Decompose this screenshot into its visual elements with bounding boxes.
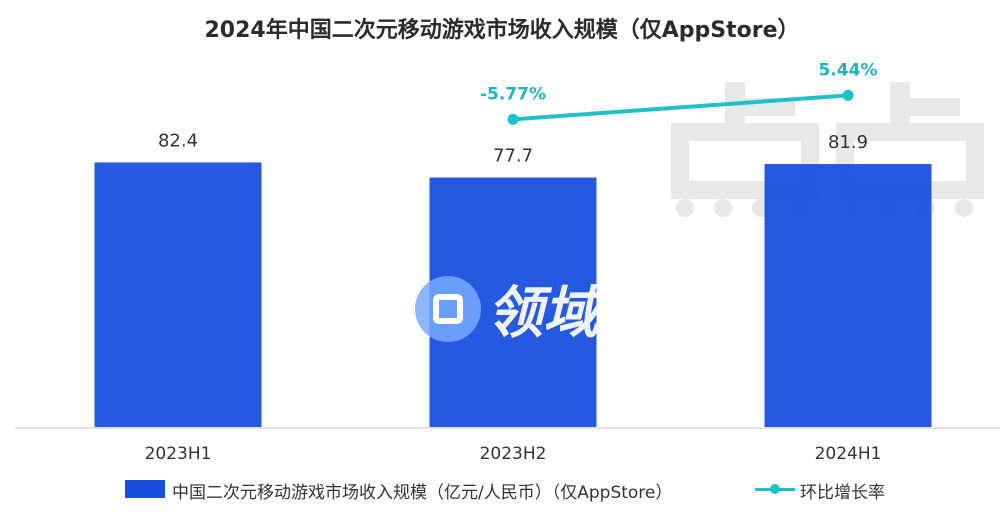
growth-value-label: 5.44% [819, 60, 878, 80]
legend-line-marker [770, 484, 780, 494]
x-tick-label: 2023H2 [480, 444, 547, 464]
legend-bar-label: 中国二次元移动游戏市场收入规模（亿元/人民币）（仅AppStore） [172, 483, 673, 503]
watermark-dot [714, 199, 732, 217]
legend-line-label: 环比增长率 [800, 483, 885, 503]
watermark-dot [676, 199, 694, 217]
x-tick-label: 2023H1 [145, 444, 212, 464]
legend-bar-swatch [125, 480, 165, 498]
chart-title: 2024年中国二次元移动游戏市场收入规模（仅AppStore） [204, 18, 800, 43]
bar-value-label: 77.7 [493, 146, 533, 167]
bar [94, 162, 262, 427]
x-tick-label: 2024H1 [815, 444, 882, 464]
growth-point [842, 89, 854, 101]
watermark-dot [955, 199, 973, 217]
bar-value-label: 81.9 [828, 132, 868, 153]
bar-value-label: 82.4 [158, 130, 198, 151]
watermark-text: 领域圈 [487, 281, 655, 346]
watermark-stroke [671, 123, 819, 199]
bar [764, 164, 932, 427]
watermark-lingyuquan: 领域圈 [415, 268, 655, 349]
watermark-stroke [900, 98, 960, 116]
logo-icon [415, 275, 481, 342]
growth-line [512, 93, 849, 122]
growth-value-label: -5.77% [480, 84, 546, 104]
growth-point [507, 113, 519, 125]
